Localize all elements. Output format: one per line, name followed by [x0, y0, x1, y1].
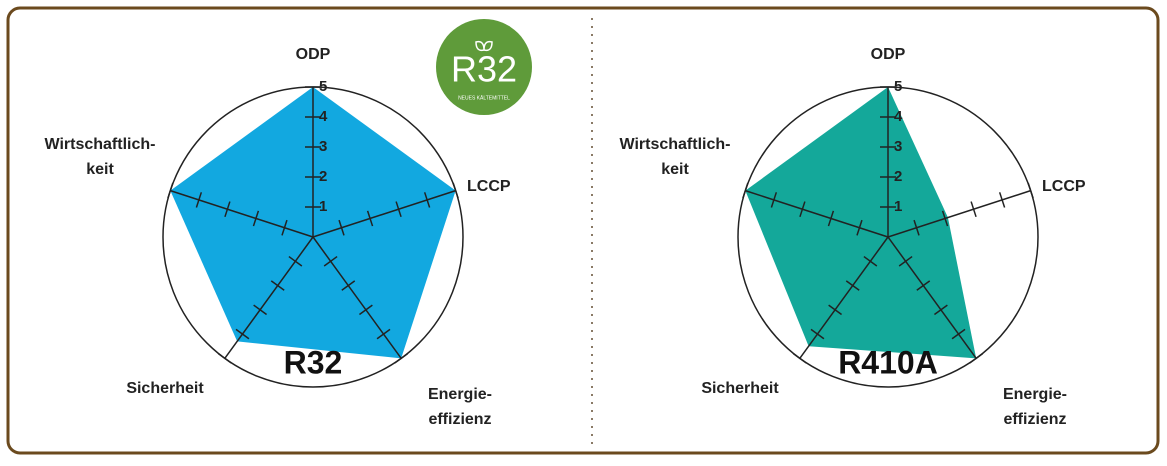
tick-mark [913, 219, 920, 236]
tick-mark [323, 255, 338, 267]
tick-mark [452, 182, 459, 199]
tick-mark [933, 304, 948, 316]
tick-mark [235, 328, 250, 340]
tick-mark [167, 182, 174, 199]
chart-label: R32 [284, 344, 343, 380]
tick-mark [358, 304, 373, 316]
axis-label: Wirtschaftlich- [45, 136, 156, 153]
tick-mark [742, 182, 749, 199]
tick-mark [341, 280, 356, 291]
tick-label: 2 [319, 168, 327, 185]
tick-mark [941, 210, 949, 227]
tick-mark [770, 192, 778, 208]
axis-spoke [745, 189, 889, 238]
axis-label: effizienz [1003, 411, 1066, 428]
tick-mark [288, 255, 303, 267]
tick-label: 4 [319, 108, 328, 125]
axis-spoke [224, 236, 314, 359]
axis-label: keit [86, 161, 114, 178]
logo-badge [436, 19, 532, 115]
tick-mark [898, 255, 913, 267]
axis-spoke [887, 189, 1031, 238]
axis-label: Energie- [428, 386, 492, 403]
logo-leaf [475, 40, 493, 52]
tick-mark [799, 201, 806, 218]
tick-label: 3 [894, 138, 902, 155]
axis-label: Sicherheit [126, 380, 204, 397]
tick-mark [366, 210, 374, 227]
axis-label: ODP [871, 46, 906, 63]
tick-mark [845, 280, 860, 291]
tick-mark [376, 328, 391, 340]
tick-mark [252, 210, 260, 227]
tick-mark [828, 304, 843, 316]
axis-spoke [170, 189, 314, 238]
tick-mark [916, 280, 931, 291]
tick-mark [423, 192, 431, 208]
axis-label: LCCP [1042, 178, 1086, 195]
axis-label: effizienz [428, 411, 491, 428]
tick-mark [224, 201, 231, 218]
axis-label: Sicherheit [701, 380, 779, 397]
axis-label: Energie- [1003, 386, 1067, 403]
axis-label: keit [661, 161, 689, 178]
axis-spoke [799, 236, 889, 359]
tick-mark [281, 219, 288, 236]
logo-subtitle: NEUES KÄLTEMITTEL [458, 94, 510, 101]
logo-title: R32 [451, 49, 517, 90]
tick-mark [863, 255, 878, 267]
tick-label: 5 [319, 78, 327, 95]
tick-label: 4 [894, 108, 903, 125]
tick-mark [810, 328, 825, 340]
tick-label: 1 [319, 198, 327, 215]
tick-mark [394, 353, 409, 364]
tick-label: 5 [894, 78, 902, 95]
tick-mark [195, 192, 203, 208]
tick-mark [827, 210, 835, 227]
tick-mark [1027, 182, 1034, 199]
tick-mark [969, 353, 984, 364]
tick-mark [998, 192, 1006, 208]
axis-label: Wirtschaftlich- [620, 136, 731, 153]
tick-mark [951, 328, 966, 340]
tick-mark [970, 201, 977, 218]
axis-spoke [312, 236, 402, 359]
tick-mark [856, 219, 863, 236]
tick-mark [338, 219, 345, 236]
axis-label: LCCP [467, 178, 511, 195]
tick-mark [792, 353, 807, 364]
tick-label: 2 [894, 168, 902, 185]
tick-label: 1 [894, 198, 902, 215]
axis-label: ODP [296, 46, 331, 63]
chart-label: R410A [838, 344, 938, 380]
tick-mark [395, 201, 402, 218]
axis-spoke [312, 189, 456, 238]
tick-mark [270, 280, 285, 291]
tick-mark [253, 304, 268, 316]
tick-label: 3 [319, 138, 327, 155]
logo: R32 NEUES KÄLTEMITTEL [436, 19, 532, 115]
tick-mark [217, 353, 232, 364]
axis-spoke [887, 236, 977, 359]
